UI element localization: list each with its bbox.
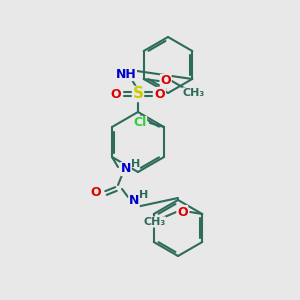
Text: N: N bbox=[129, 194, 139, 208]
Text: O: O bbox=[111, 88, 121, 100]
Text: CH₃: CH₃ bbox=[183, 88, 205, 98]
Text: H: H bbox=[140, 190, 148, 200]
Text: S: S bbox=[133, 86, 143, 101]
Text: O: O bbox=[91, 187, 101, 200]
Text: H: H bbox=[131, 159, 141, 169]
Text: Cl: Cl bbox=[134, 116, 147, 130]
Text: NH: NH bbox=[116, 68, 136, 80]
Text: O: O bbox=[155, 88, 165, 100]
Text: O: O bbox=[160, 74, 171, 88]
Text: CH₃: CH₃ bbox=[143, 217, 165, 227]
Text: O: O bbox=[177, 206, 188, 218]
Text: N: N bbox=[121, 163, 131, 176]
